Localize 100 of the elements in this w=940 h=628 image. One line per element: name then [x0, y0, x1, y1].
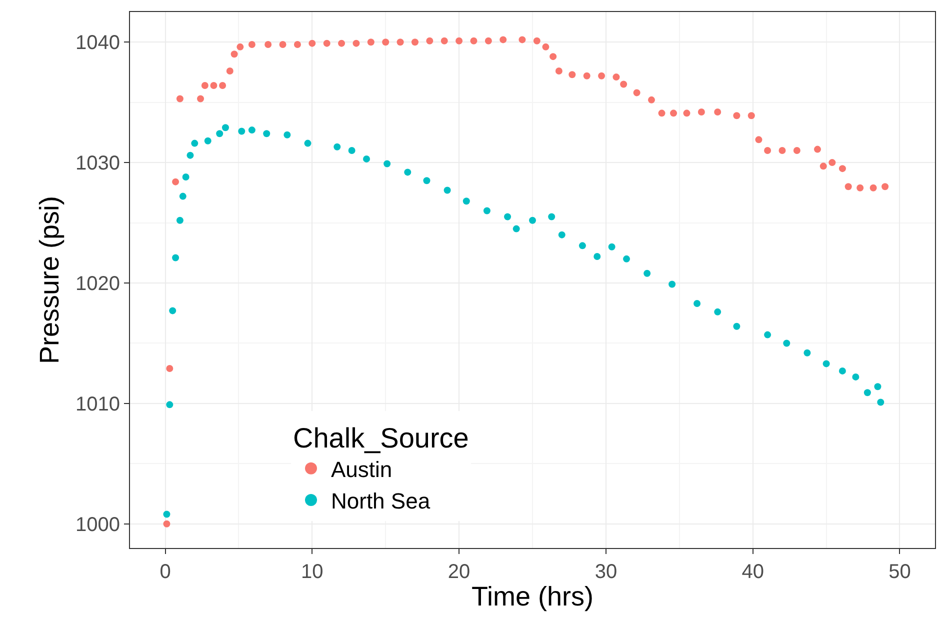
point: [248, 41, 256, 48]
x-tick-label: 0: [160, 561, 171, 583]
point: [668, 280, 676, 288]
point: [578, 242, 586, 250]
x-tick-label: 10: [301, 561, 324, 583]
point: [279, 41, 286, 48]
point: [764, 331, 772, 338]
point: [222, 124, 229, 132]
point: [483, 207, 490, 214]
point: [484, 37, 492, 44]
point: [793, 147, 800, 154]
point: [294, 41, 301, 48]
point: [748, 112, 755, 120]
point: [323, 40, 330, 47]
point: [504, 213, 512, 220]
point: [284, 131, 291, 138]
point: [352, 40, 360, 47]
x-tick-label: 30: [594, 561, 618, 583]
point: [670, 110, 678, 117]
point: [844, 183, 852, 190]
point: [838, 165, 846, 172]
point: [822, 360, 830, 368]
y-axis-title: Pressure (psi): [34, 196, 65, 364]
point: [334, 143, 341, 150]
point: [623, 255, 630, 262]
point: [594, 253, 601, 260]
x-tick-label: 20: [448, 561, 470, 583]
point: [733, 322, 740, 330]
point: [512, 225, 520, 232]
point: [838, 367, 846, 374]
point: [864, 389, 871, 396]
point: [423, 177, 430, 184]
point: [348, 147, 356, 154]
point: [248, 126, 256, 134]
point: [201, 82, 208, 89]
point: [814, 146, 821, 153]
point: [755, 136, 762, 144]
point: [852, 373, 860, 380]
point: [219, 82, 226, 89]
point: [683, 110, 690, 117]
point: [308, 40, 316, 47]
point: [820, 162, 827, 170]
point: [783, 340, 790, 347]
point: [598, 72, 606, 80]
point: [304, 140, 312, 147]
point: [874, 383, 882, 390]
y-tick-label: 1020: [76, 273, 120, 296]
point: [426, 37, 434, 44]
point: [648, 96, 655, 104]
point: [166, 365, 174, 372]
point: [263, 130, 270, 138]
point: [828, 159, 836, 166]
point: [338, 40, 346, 47]
point: [363, 155, 370, 162]
point: [533, 37, 540, 44]
point: [778, 147, 786, 154]
point: [176, 95, 184, 102]
point: [444, 186, 451, 194]
point: [230, 50, 238, 58]
point: [714, 308, 722, 316]
y-tick-label: 1030: [76, 152, 120, 175]
point: [179, 192, 186, 200]
point: [462, 198, 470, 205]
point: [163, 510, 170, 518]
point: [197, 95, 204, 102]
point: [698, 108, 705, 116]
legend-label: Austin: [331, 456, 392, 482]
legend-title: Chalk_Source: [293, 422, 469, 454]
point: [396, 38, 404, 46]
point: [548, 213, 556, 220]
point: [555, 68, 562, 75]
point: [877, 398, 884, 406]
point: [236, 43, 244, 50]
point: [226, 68, 234, 75]
point: [264, 41, 272, 48]
point: [470, 37, 478, 44]
point: [440, 37, 448, 44]
point: [558, 231, 566, 238]
point: [633, 89, 640, 96]
point: [500, 36, 507, 44]
point: [411, 38, 418, 46]
point: [210, 82, 218, 89]
point: [163, 520, 170, 528]
point: [804, 349, 811, 356]
y-tick-label: 1040: [76, 32, 120, 54]
point: [608, 243, 616, 250]
point: [404, 168, 412, 176]
point: [529, 216, 536, 224]
y-tick-label: 1000: [76, 514, 120, 536]
point: [658, 110, 666, 117]
x-tick-label: 50: [888, 561, 911, 583]
point: [583, 72, 590, 80]
point: [612, 74, 620, 81]
x-axis-title: Time (hrs): [472, 581, 594, 612]
point: [733, 112, 740, 120]
point: [882, 183, 889, 190]
point: [456, 37, 463, 44]
point: [191, 140, 198, 147]
point: [870, 184, 877, 192]
point: [186, 152, 194, 159]
